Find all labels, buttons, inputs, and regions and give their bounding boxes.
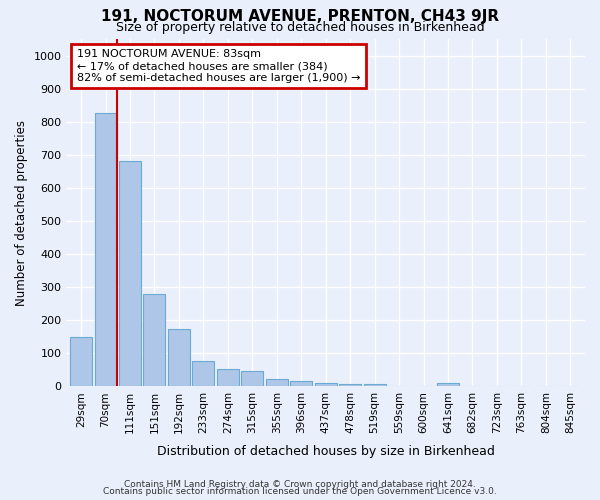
Bar: [217, 369, 239, 386]
Bar: [241, 371, 263, 386]
Text: 191 NOCTORUM AVENUE: 83sqm
← 17% of detached houses are smaller (384)
82% of sem: 191 NOCTORUM AVENUE: 83sqm ← 17% of deta…: [77, 50, 360, 82]
X-axis label: Distribution of detached houses by size in Birkenhead: Distribution of detached houses by size …: [157, 444, 494, 458]
Bar: [339, 384, 361, 386]
Text: 191, NOCTORUM AVENUE, PRENTON, CH43 9JR: 191, NOCTORUM AVENUE, PRENTON, CH43 9JR: [101, 9, 499, 24]
Bar: [119, 162, 141, 386]
Bar: [193, 360, 214, 386]
Bar: [290, 382, 312, 386]
Bar: [364, 384, 386, 386]
Y-axis label: Number of detached properties: Number of detached properties: [15, 120, 28, 306]
Bar: [95, 114, 116, 386]
Text: Contains HM Land Registry data © Crown copyright and database right 2024.: Contains HM Land Registry data © Crown c…: [124, 480, 476, 489]
Bar: [168, 330, 190, 386]
Text: Contains public sector information licensed under the Open Government Licence v3: Contains public sector information licen…: [103, 487, 497, 496]
Bar: [315, 383, 337, 386]
Text: Size of property relative to detached houses in Birkenhead: Size of property relative to detached ho…: [116, 21, 484, 34]
Bar: [437, 383, 459, 386]
Bar: [143, 294, 166, 386]
Bar: [266, 379, 288, 386]
Bar: [70, 338, 92, 386]
